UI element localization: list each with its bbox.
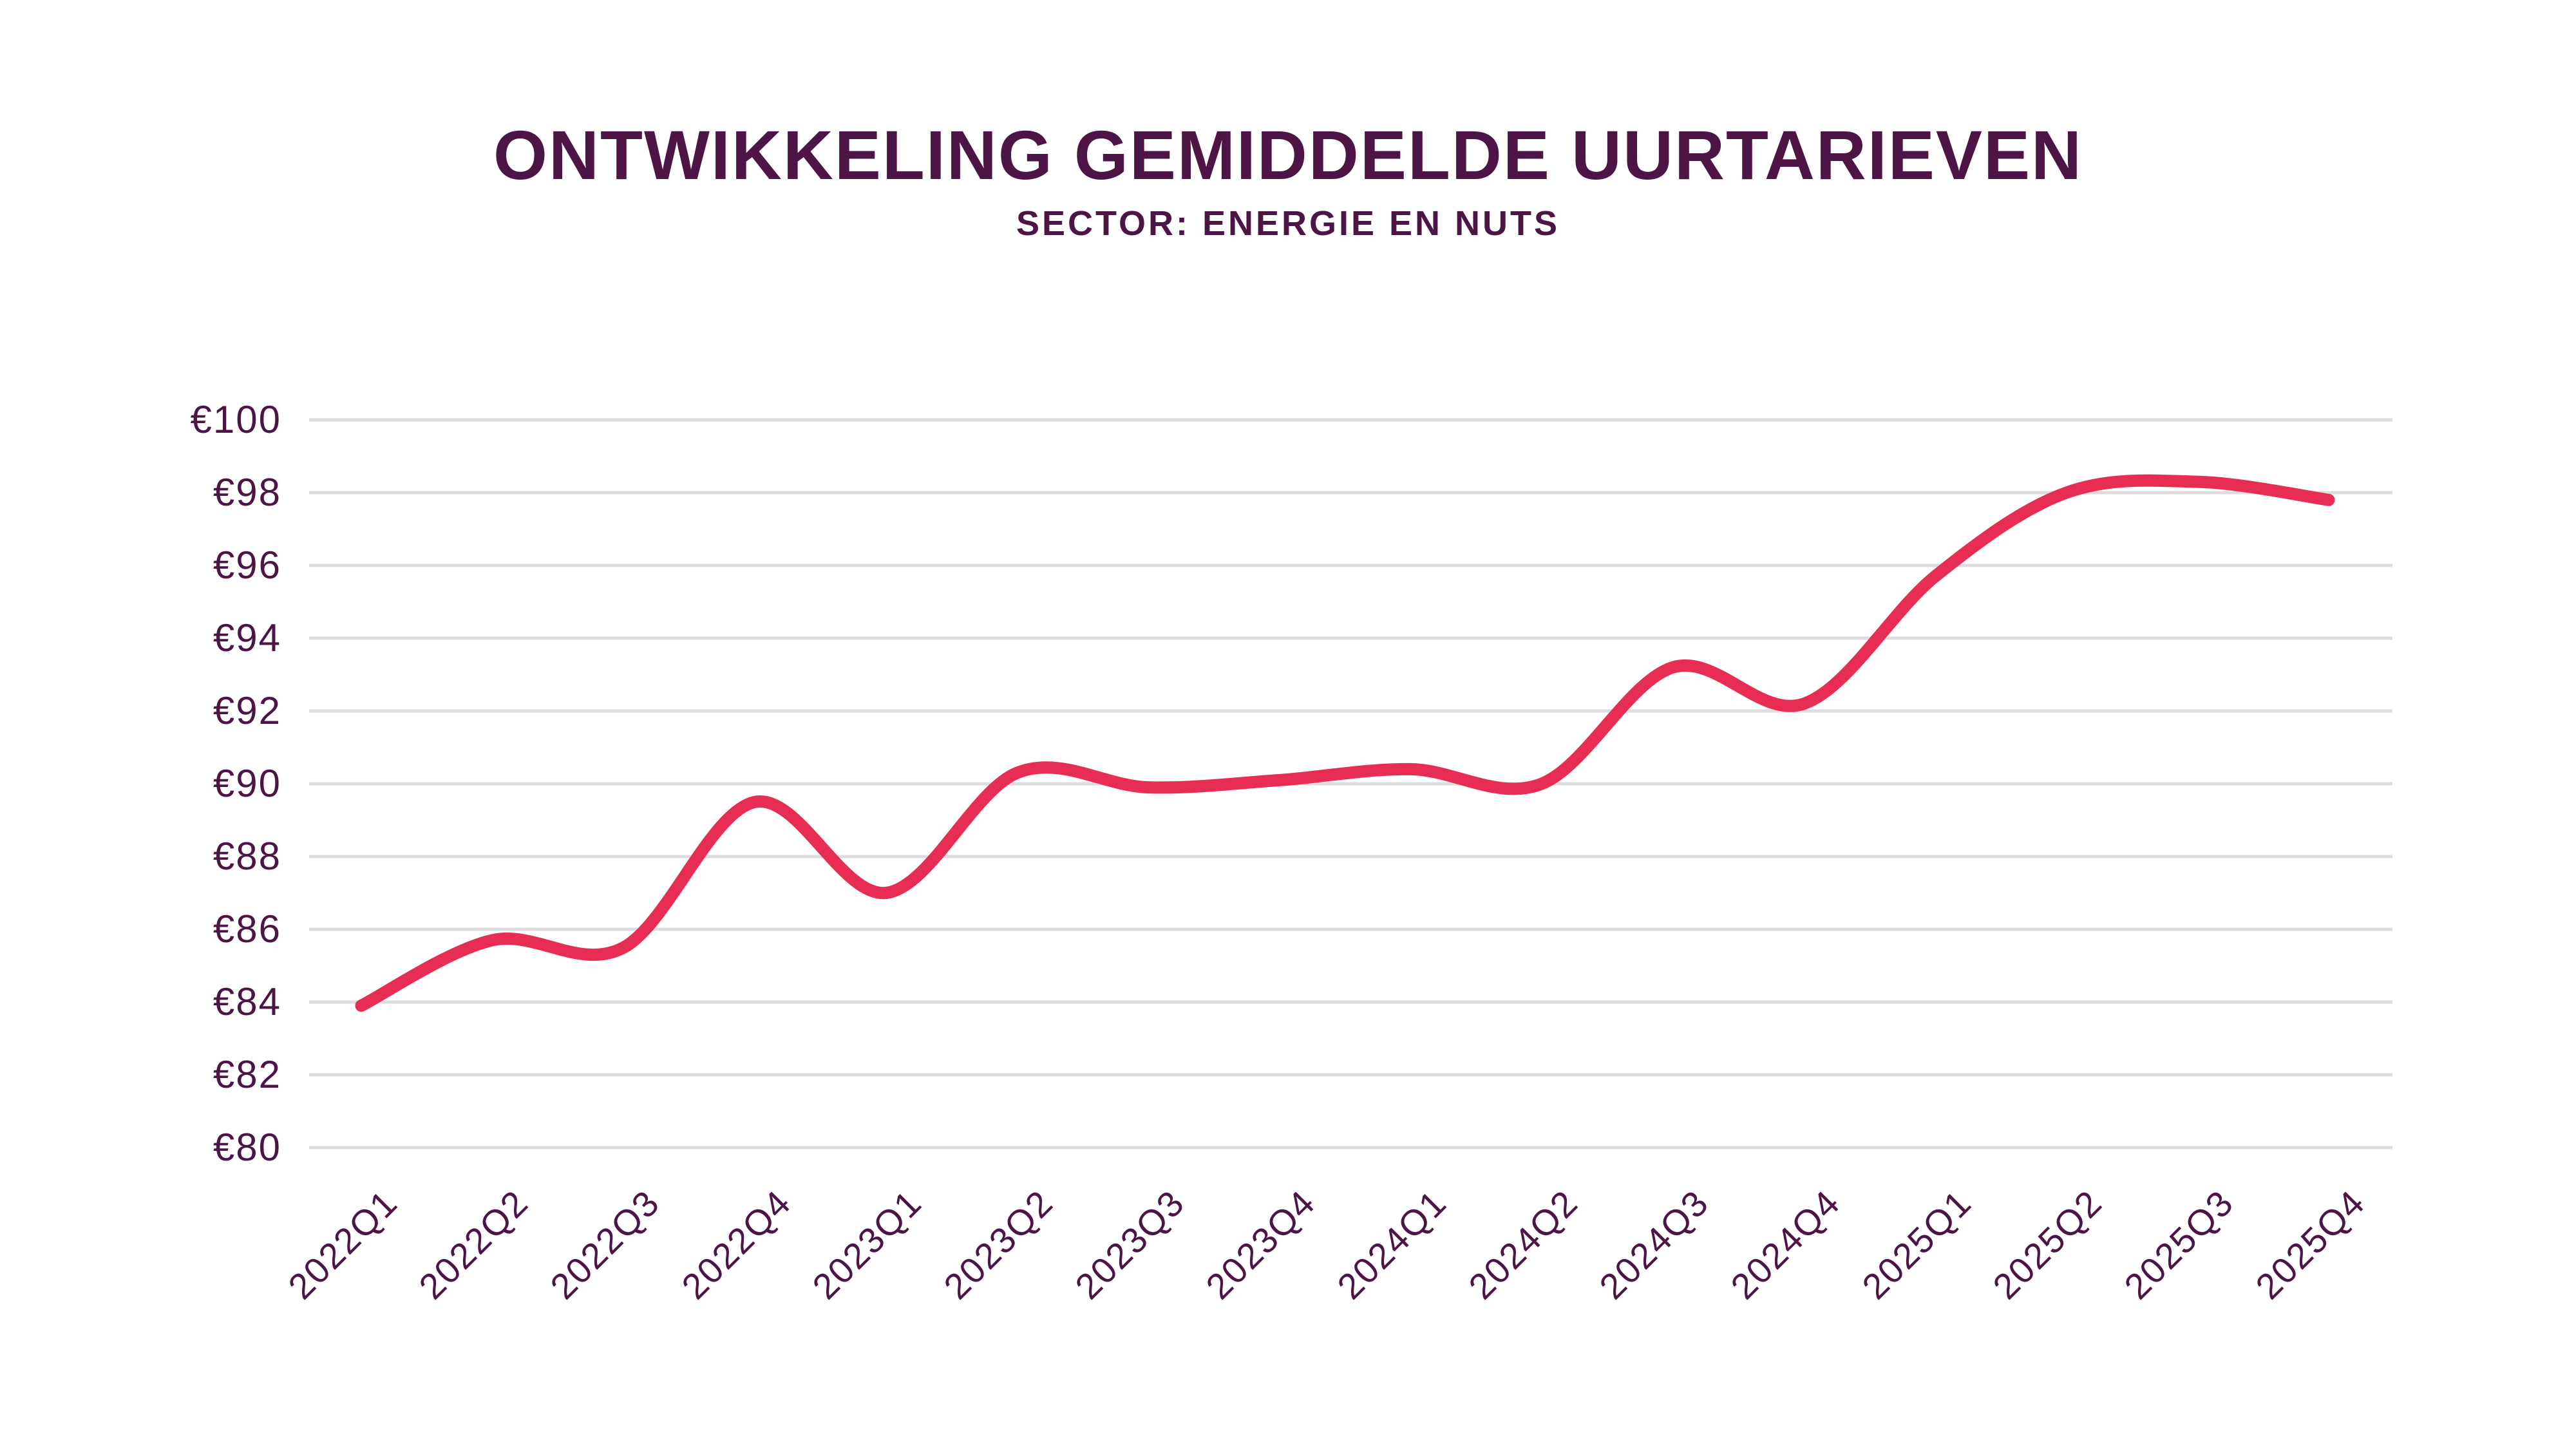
y-tick-label: €96 xyxy=(213,544,281,587)
y-tick-label: €84 xyxy=(213,980,281,1023)
y-tick-label: €92 xyxy=(213,689,281,732)
page-subtitle: SECTOR: ENERGIE EN NUTS xyxy=(1016,204,1560,243)
y-tick-label: €98 xyxy=(213,471,281,514)
y-tick-label: €82 xyxy=(213,1053,281,1096)
rate-line xyxy=(355,474,2335,1012)
y-tick-label: €80 xyxy=(213,1126,281,1169)
gridlines xyxy=(309,418,2392,1150)
y-tick-label: €88 xyxy=(213,835,281,878)
y-tick-label: €86 xyxy=(213,907,281,951)
y-tick-label: €94 xyxy=(213,616,281,659)
y-tick-label: €100 xyxy=(190,398,281,441)
page-title: ONTWIKKELING GEMIDDELDE UURTARIEVEN xyxy=(493,116,2083,194)
y-tick-label: €90 xyxy=(213,762,281,805)
